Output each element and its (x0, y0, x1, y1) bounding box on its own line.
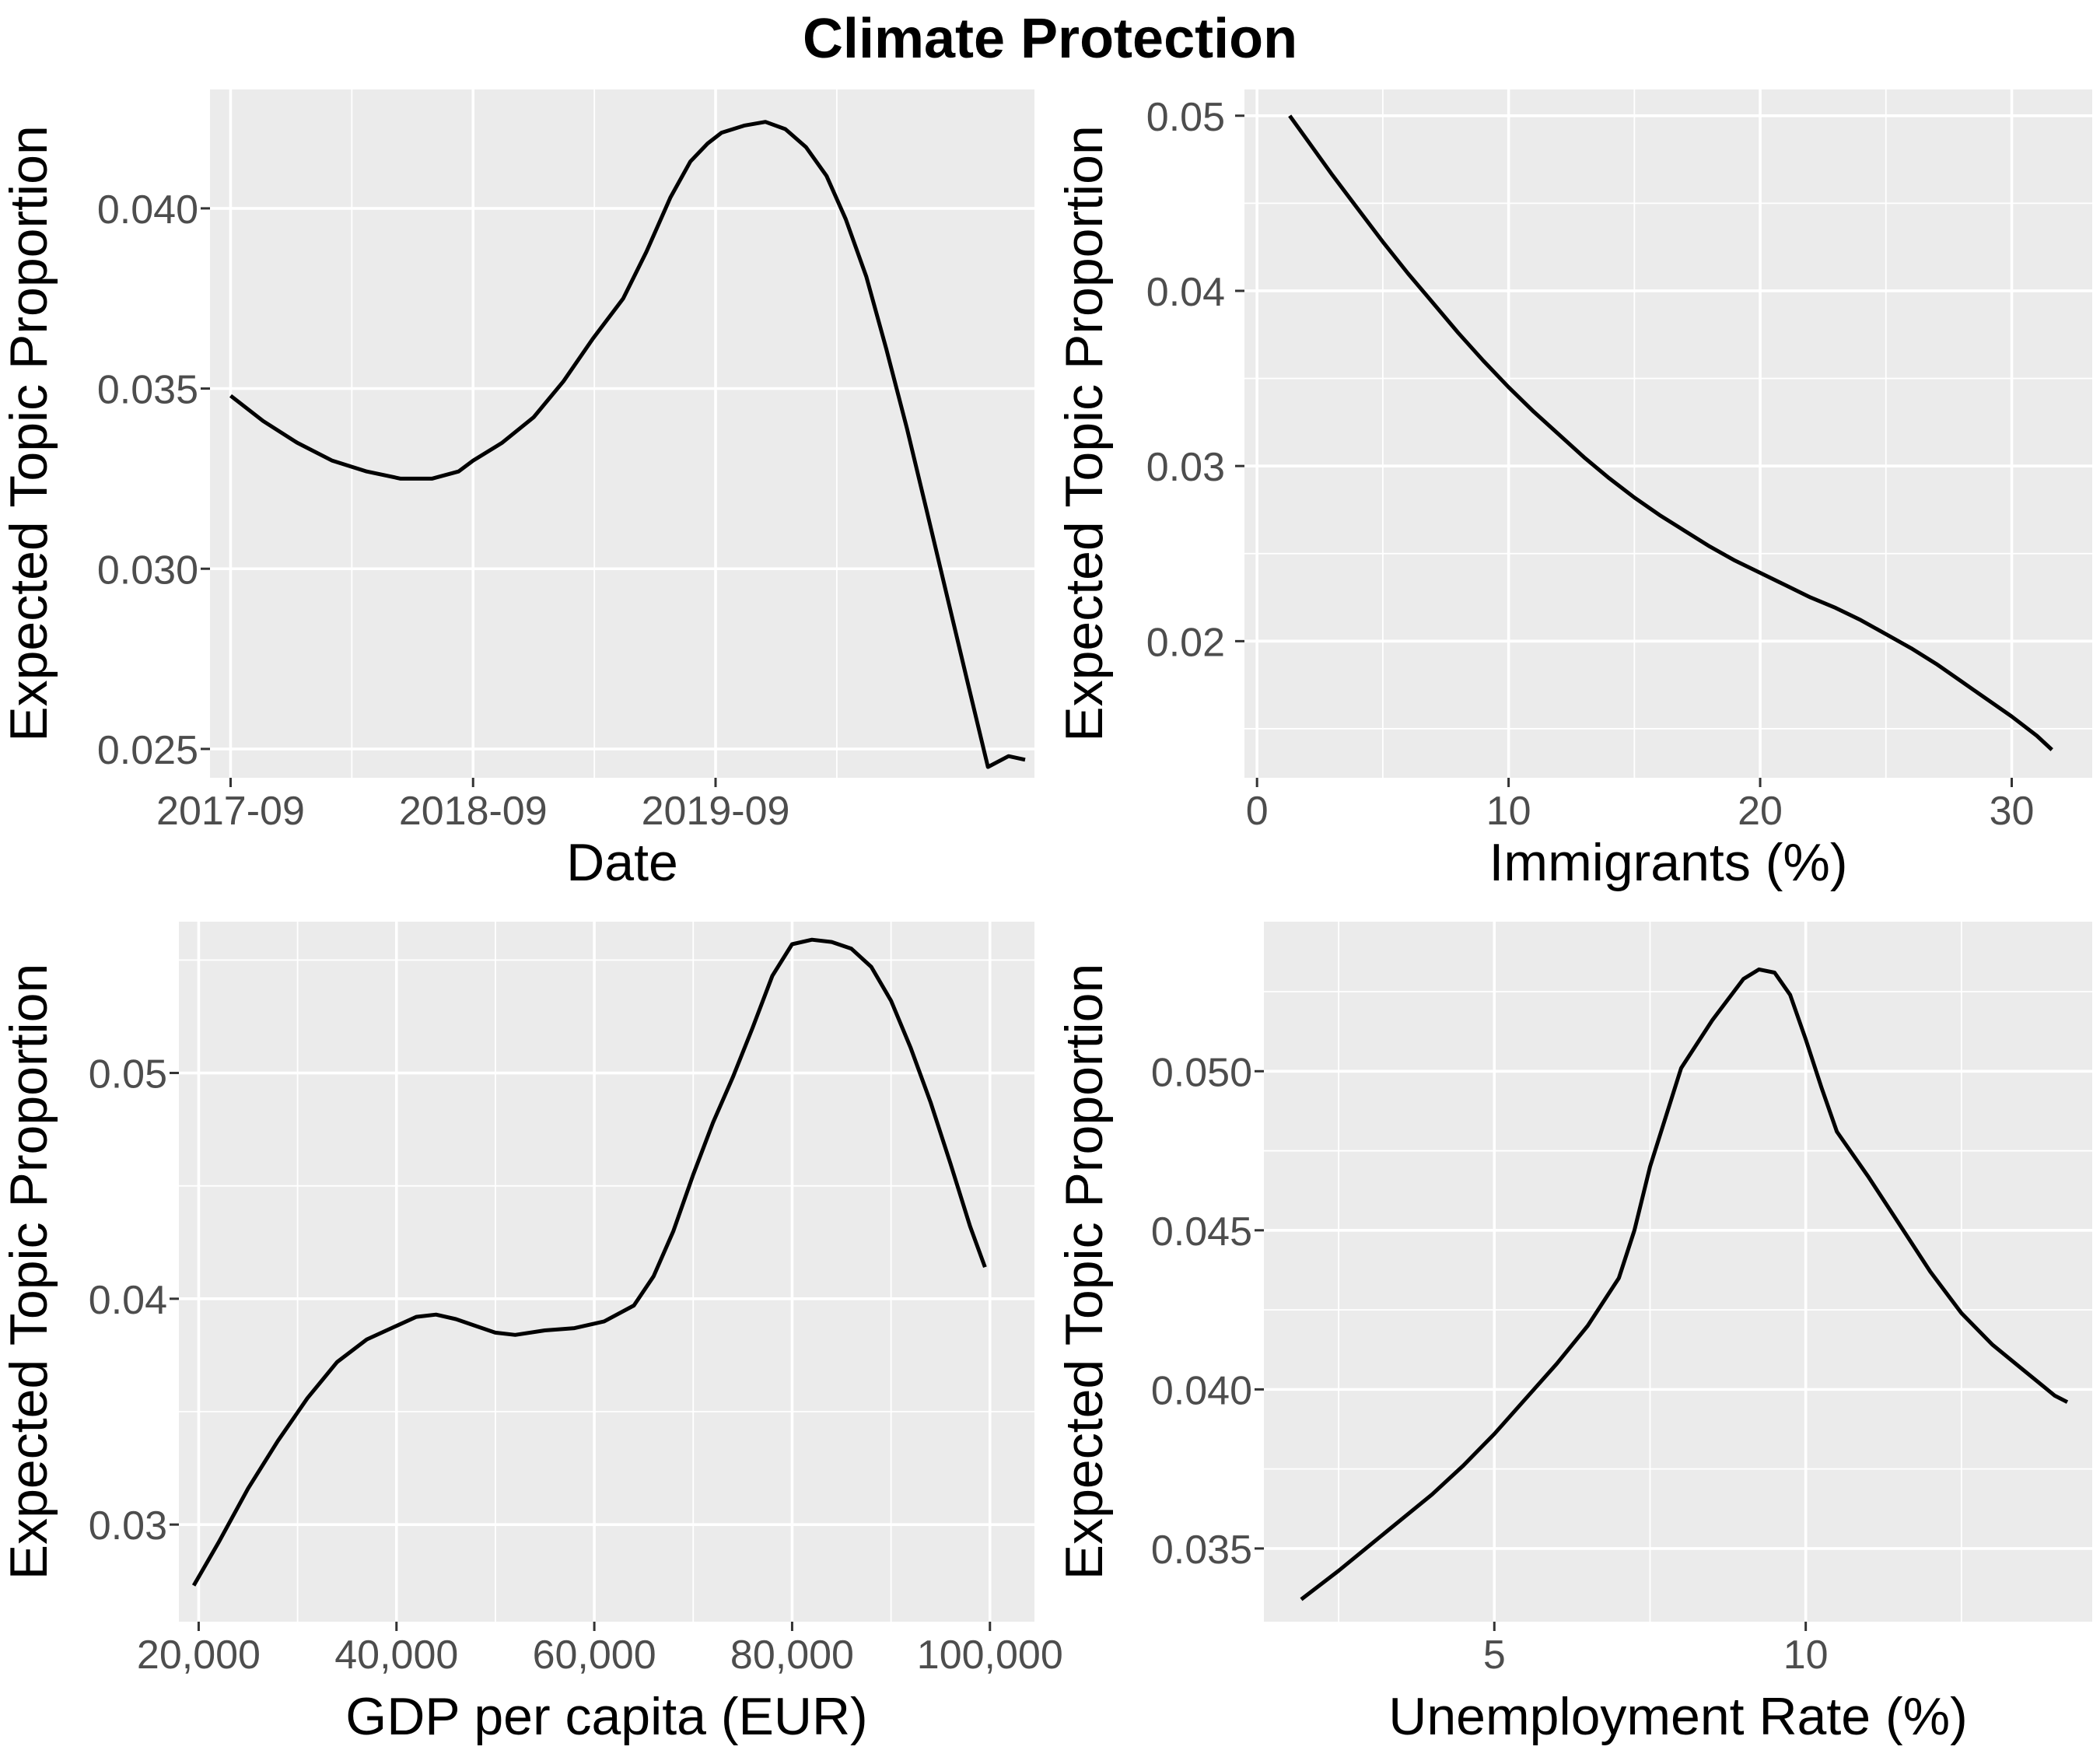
y-axis-title: Expected Topic Proportion (0, 964, 58, 1580)
series-line (1288, 114, 2053, 751)
x-axis-title: Immigrants (%) (1489, 833, 1848, 892)
panel-4: 5 10 0.035 0.040 0.045 0.050 Unemployment Rate… (1055, 922, 2092, 1746)
panel-background (1264, 922, 2092, 1622)
x-tick-label: 2017-09 (156, 789, 305, 834)
panel-background (1244, 89, 2092, 778)
x-axis-title: Unemployment Rate (%) (1388, 1687, 1967, 1746)
x-axis-title: GDP per capita (EUR) (345, 1687, 867, 1746)
x-tick-label: 30 (1990, 789, 2035, 834)
y-tick-label: 0.02 (1146, 620, 1225, 665)
panel-3: 20,000 40,000 60,000 80,000 100,000 0.03 0.04 0… (0, 922, 1063, 1746)
x-tick-label: 60,000 (533, 1633, 656, 1678)
y-tick-label: 0.04 (89, 1278, 167, 1323)
series-line (191, 937, 987, 1587)
x-tick-label: 20 (1738, 789, 1783, 834)
y-tick-label: 0.05 (1146, 95, 1225, 140)
y-tick-label: 0.03 (1146, 445, 1225, 490)
figure-title: Climate Protection (803, 8, 1297, 70)
x-axis-title: Date (566, 833, 678, 892)
x-tick-label: 20,000 (137, 1633, 261, 1678)
panel-background (210, 89, 1034, 778)
y-tick-label: 0.040 (1151, 1368, 1252, 1413)
y-tick-label: 0.025 (97, 728, 198, 773)
y-tick-label: 0.030 (97, 548, 198, 593)
y-tick-label: 0.05 (89, 1052, 167, 1097)
y-tick-label: 0.050 (1151, 1050, 1252, 1095)
x-tick-label: 2019-09 (642, 789, 790, 834)
x-tick-label: 10 (1486, 789, 1531, 834)
series-line (229, 120, 1026, 769)
y-tick-label: 0.035 (1151, 1528, 1252, 1573)
y-tick-label: 0.035 (97, 368, 198, 413)
x-tick-label: 0 (1246, 789, 1269, 834)
x-tick-label: 10 (1783, 1633, 1829, 1678)
y-axis-title: Expected Topic Proportion (0, 125, 58, 742)
y-tick-label: 0.045 (1151, 1209, 1252, 1255)
series-line (1300, 967, 2069, 1601)
panel-2: 0 10 20 30 0.02 0.03 0.04 0.05 Immigrants (%) Exp… (1055, 89, 2092, 892)
panel-1: 2017-09 2018-09 2019-09 0.025 0.030 0.035 0.04… (0, 89, 1034, 892)
x-tick-label: 40,000 (334, 1633, 458, 1678)
y-tick-label: 0.03 (89, 1503, 167, 1549)
x-tick-label: 80,000 (730, 1633, 854, 1678)
x-tick-label: 5 (1483, 1633, 1506, 1678)
y-axis-title: Expected Topic Proportion (1055, 125, 1114, 742)
x-tick-label: 100,000 (917, 1633, 1063, 1678)
panel-background (179, 922, 1034, 1622)
x-tick-label: 2018-09 (399, 789, 548, 834)
y-axis-title: Expected Topic Proportion (1055, 964, 1114, 1580)
y-tick-label: 0.040 (97, 187, 198, 233)
y-tick-label: 0.04 (1146, 270, 1225, 315)
